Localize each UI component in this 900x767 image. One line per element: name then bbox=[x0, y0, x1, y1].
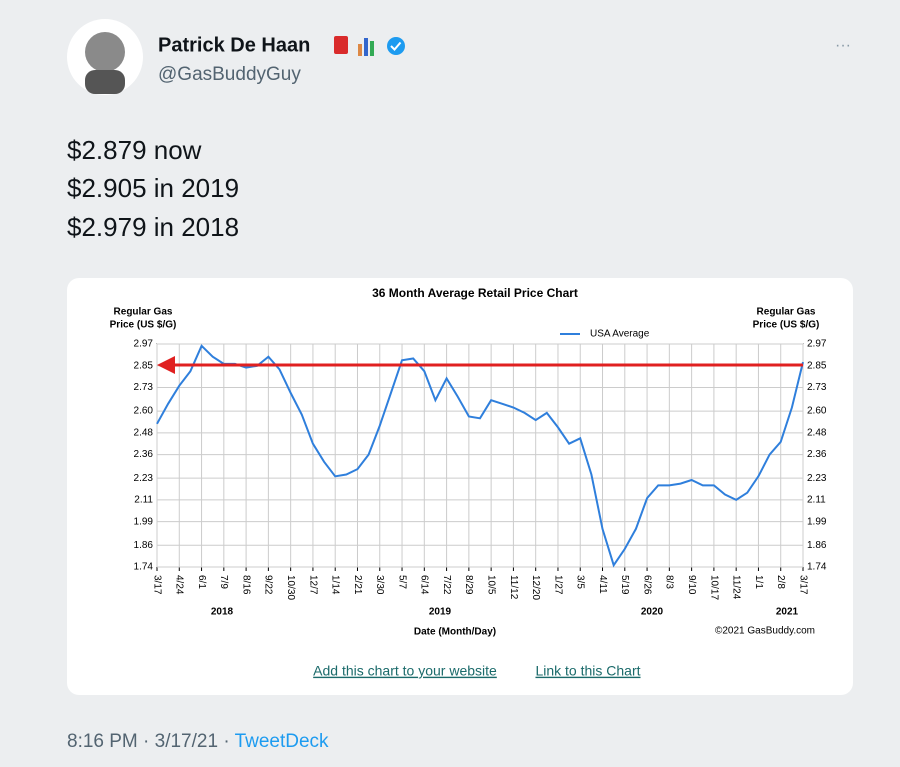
x-tick-label: 4/11 bbox=[597, 575, 608, 594]
year-label: 2019 bbox=[429, 607, 452, 618]
x-tick-label: 6/26 bbox=[641, 575, 652, 595]
avatar-body bbox=[85, 70, 125, 94]
y2-tick-label: 2.97 bbox=[807, 339, 827, 350]
tweet-text: $2.979 in 2018 bbox=[67, 212, 239, 242]
x-tick-label: 10/5 bbox=[485, 575, 496, 595]
y-tick-label: 2.60 bbox=[134, 406, 154, 417]
year-label: 2021 bbox=[776, 607, 799, 618]
emoji-bar bbox=[370, 41, 374, 56]
x-tick-label: 4/24 bbox=[174, 575, 185, 595]
y-tick-label: 1.86 bbox=[134, 540, 154, 551]
year-label: 2018 bbox=[211, 607, 234, 618]
x-tick-label: 12/7 bbox=[307, 575, 318, 595]
x-tick-label: 3/30 bbox=[374, 575, 385, 595]
tweet-text: $2.879 now bbox=[67, 135, 202, 165]
y2-tick-label: 2.60 bbox=[807, 406, 827, 417]
x-tick-label: 8/29 bbox=[463, 575, 474, 595]
y2-tick-label: 1.99 bbox=[807, 516, 827, 527]
x-tick-label: 10/30 bbox=[285, 575, 296, 600]
y2-tick-label: 2.11 bbox=[807, 495, 826, 506]
y-tick-label: 2.85 bbox=[134, 360, 154, 371]
annotation-arrowhead bbox=[157, 356, 175, 374]
legend-label: USA Average bbox=[590, 329, 650, 340]
y-axis-label: Price (US $/G) bbox=[110, 320, 177, 331]
x-tick-label: 1/1 bbox=[753, 575, 764, 589]
x-tick-label: 8/16 bbox=[240, 575, 251, 595]
y-tick-label: 1.99 bbox=[134, 516, 154, 527]
x-tick-label: 9/10 bbox=[686, 575, 697, 595]
more-menu[interactable]: ··· bbox=[835, 37, 851, 54]
user-handle[interactable]: @GasBuddyGuy bbox=[158, 64, 301, 85]
x-tick-label: 5/19 bbox=[619, 575, 630, 595]
x-tick-label: 3/5 bbox=[575, 575, 586, 589]
y2-tick-label: 1.74 bbox=[807, 562, 827, 573]
verified-badge bbox=[387, 37, 405, 55]
y2-tick-label: 2.73 bbox=[807, 382, 827, 393]
x-tick-label: 7/9 bbox=[218, 575, 229, 589]
chart-title: 36 Month Average Retail Price Chart bbox=[372, 286, 578, 300]
x-tick-label: 10/17 bbox=[708, 575, 719, 600]
x-tick-label: 2/8 bbox=[775, 575, 786, 589]
verified-check bbox=[390, 41, 402, 51]
y-tick-label: 2.36 bbox=[134, 449, 154, 460]
line-series bbox=[156, 344, 804, 568]
x-tick-label: 12/20 bbox=[530, 575, 541, 600]
plot-area bbox=[156, 343, 804, 568]
y2-tick-label: 1.86 bbox=[807, 540, 827, 551]
y-tick-label: 2.73 bbox=[134, 382, 154, 393]
user-name[interactable]: Patrick De Haan bbox=[158, 34, 310, 56]
y-tick-label: 2.11 bbox=[134, 495, 153, 506]
x-tick-label: 6/1 bbox=[196, 575, 207, 589]
x-axis-label: Date (Month/Day) bbox=[414, 627, 496, 638]
x-tick-label: 11/12 bbox=[508, 575, 519, 600]
avatar-face bbox=[85, 32, 125, 72]
y-axis-label: Regular Gas bbox=[114, 307, 173, 318]
x-tick-label: 1/27 bbox=[552, 575, 563, 595]
y2-tick-label: 2.23 bbox=[807, 473, 827, 484]
tweet-text: $2.905 in 2019 bbox=[67, 173, 239, 203]
x-tick-label: 11/24 bbox=[731, 575, 742, 600]
chart: 36 Month Average Retail Price Chart Regu… bbox=[110, 286, 827, 637]
timestamp: 8:16 PM · 3/17/21 · TweetDeck bbox=[67, 731, 329, 752]
y-tick-label: 1.74 bbox=[134, 562, 154, 573]
x-tick-label: 3/17 bbox=[151, 575, 162, 595]
y-tick-label: 2.23 bbox=[134, 473, 154, 484]
y-tick-label: 2.97 bbox=[134, 339, 154, 350]
emoji-bar bbox=[364, 38, 368, 56]
y2-tick-label: 2.36 bbox=[807, 449, 827, 460]
y-tick-label: 2.48 bbox=[134, 427, 154, 438]
credit: ©2021 GasBuddy.com bbox=[715, 626, 815, 637]
x-tick-label: 5/7 bbox=[396, 575, 407, 589]
y2-axis-label: Regular Gas bbox=[757, 307, 816, 318]
emoji-bar bbox=[358, 44, 362, 56]
year-label: 2020 bbox=[641, 607, 664, 618]
x-tick-label: 3/17 bbox=[797, 575, 808, 595]
link[interactable]: Add this chart to your website bbox=[313, 663, 497, 679]
x-tick-label: 9/22 bbox=[263, 575, 274, 595]
y2-tick-label: 2.85 bbox=[807, 360, 827, 371]
x-tick-label: 6/14 bbox=[419, 575, 430, 595]
x-tick-label: 1/14 bbox=[330, 575, 341, 595]
source-link[interactable]: TweetDeck bbox=[235, 731, 329, 752]
emoji-pump bbox=[334, 36, 348, 54]
link[interactable]: Link to this Chart bbox=[535, 663, 640, 679]
y2-axis-label: Price (US $/G) bbox=[753, 320, 820, 331]
x-tick-label: 2/21 bbox=[352, 575, 363, 595]
x-tick-label: 7/22 bbox=[441, 575, 452, 595]
y2-tick-label: 2.48 bbox=[807, 427, 827, 438]
x-tick-label: 8/3 bbox=[664, 575, 675, 589]
